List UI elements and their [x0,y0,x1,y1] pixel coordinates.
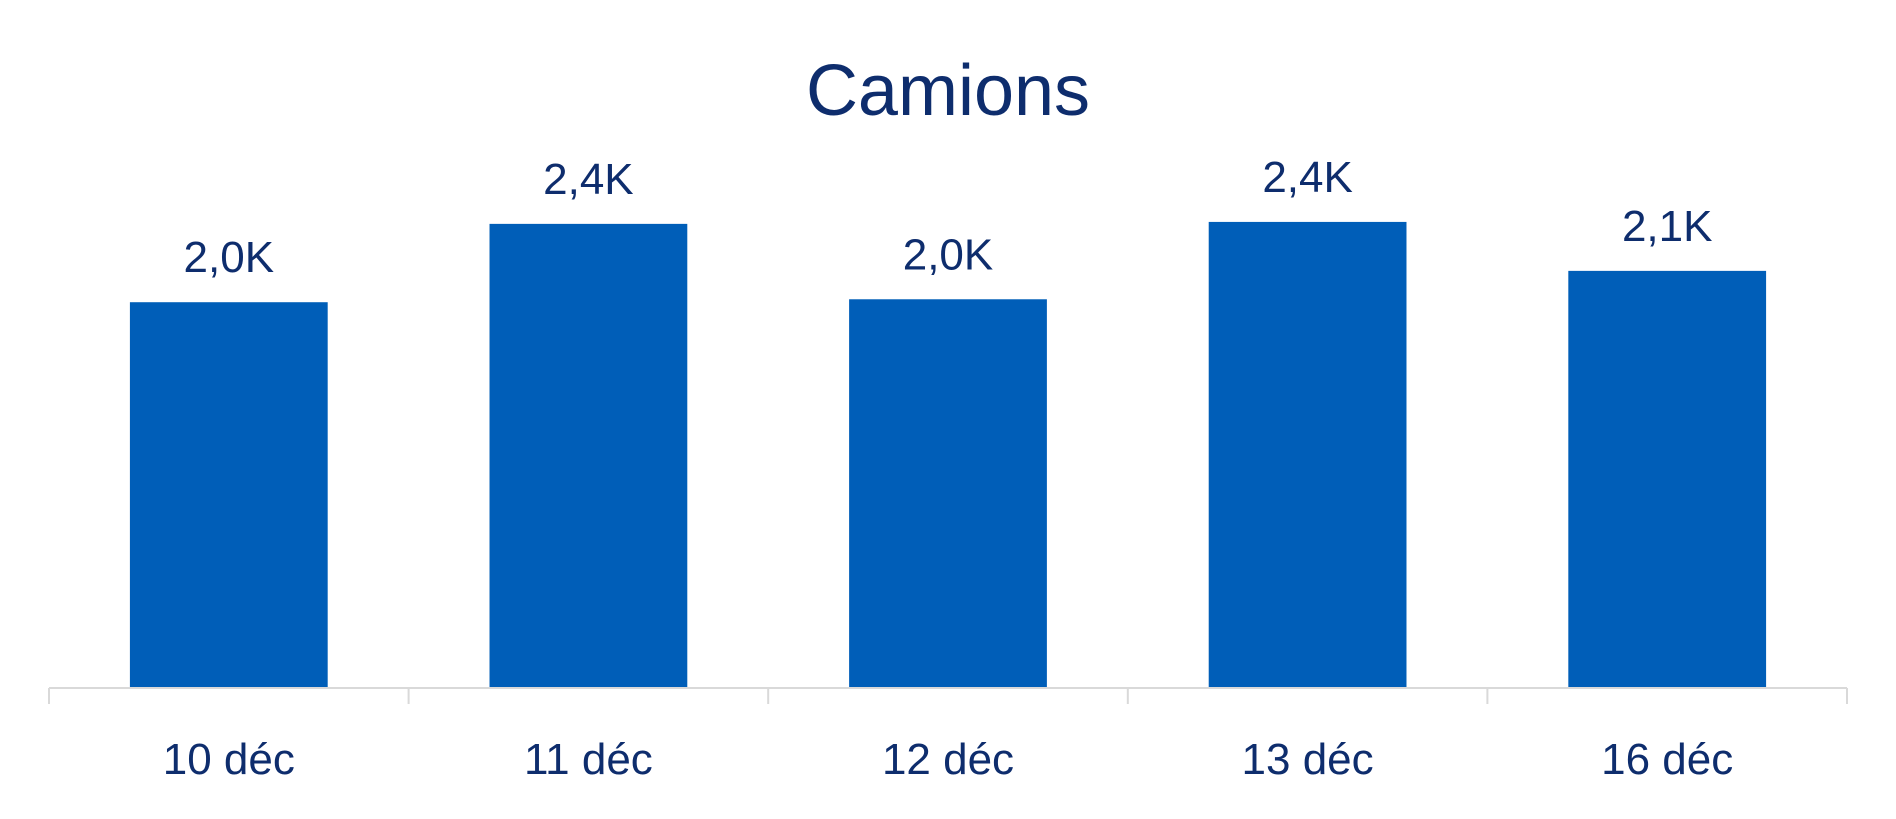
data-labels-layer: 2,0K 2,4K 2,0K 2,4K 2,1K [184,153,1713,282]
bar-2 [489,223,688,688]
x-tick-label-2: 11 déc [524,735,653,784]
bar-1 [129,302,328,688]
x-axis: 10 déc 11 déc 12 déc 13 déc 16 déc [48,687,1848,784]
x-tick-label-5: 16 déc [1601,735,1733,784]
data-label-4: 2,4K [1262,153,1353,202]
chart-title: Camions [806,51,1090,131]
data-label-1: 2,0K [184,233,275,282]
bars-layer [129,221,1767,688]
x-tick-label-3: 12 déc [882,735,1014,784]
data-label-5: 2,1K [1622,202,1713,251]
x-tick-label-1: 10 déc [163,735,295,784]
bar-3 [849,299,1047,688]
data-label-3: 2,0K [903,230,994,279]
bar-5 [1568,270,1767,688]
data-label-2: 2,4K [543,155,634,204]
bar-4 [1208,221,1407,688]
x-tick-label-4: 13 déc [1242,735,1374,784]
